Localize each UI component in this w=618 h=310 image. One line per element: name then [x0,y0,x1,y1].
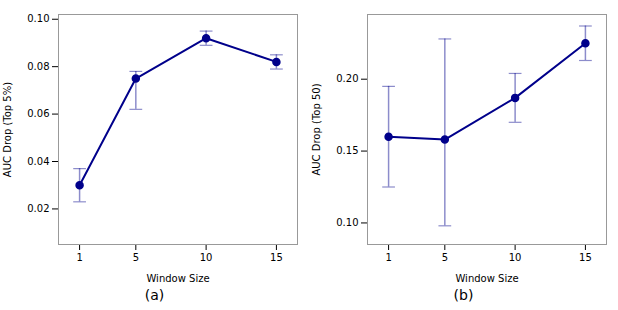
html-text:(a): (a) [144,287,165,303]
svg-text:0.06: 0.06 [27,108,49,119]
svg-text:Window Size: Window Size [455,273,518,284]
svg-text:5: 5 [133,252,139,263]
svg-text:0.20: 0.20 [336,73,358,84]
svg-text:0.08: 0.08 [27,61,49,72]
html-text:(b): (b) [453,287,474,303]
svg-text:5: 5 [442,252,448,263]
svg-text:1: 1 [76,252,82,263]
svg-text:0.10: 0.10 [336,217,358,228]
svg-text:AUC Drop (Top 5%): AUC Drop (Top 5%) [2,82,13,177]
svg-text:15: 15 [270,252,283,263]
svg-text:10: 10 [509,252,522,263]
svg-text:0.15: 0.15 [336,145,358,156]
svg-text:0.04: 0.04 [27,156,49,167]
svg-text:15: 15 [579,252,592,263]
svg-text:0.10: 0.10 [27,13,49,24]
svg-text:0.02: 0.02 [27,203,49,214]
svg-text:10: 10 [200,252,213,263]
svg-text:AUC Drop (Top 50): AUC Drop (Top 50) [311,83,322,175]
svg-text:1: 1 [385,252,391,263]
svg-text:Window Size: Window Size [146,273,209,284]
